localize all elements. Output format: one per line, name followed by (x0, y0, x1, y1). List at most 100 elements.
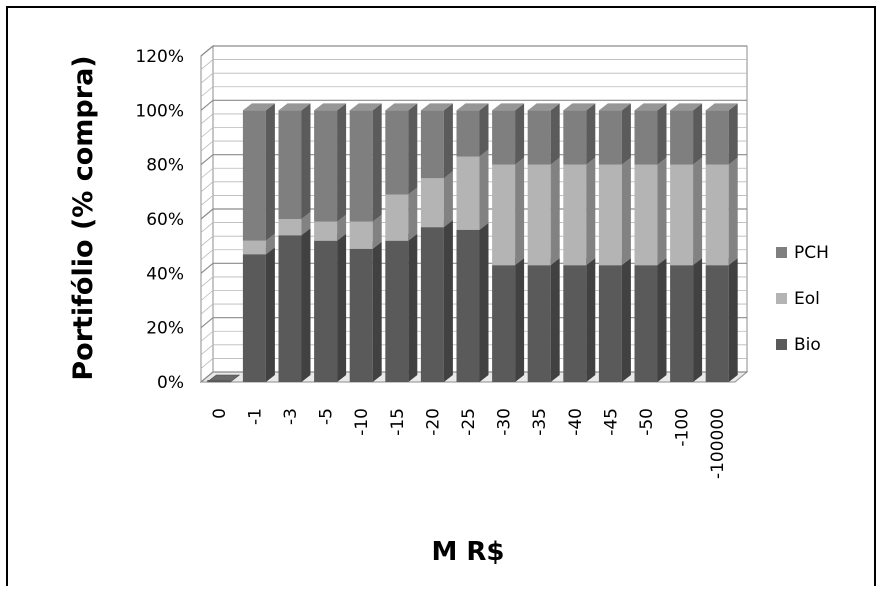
bar-front-face (527, 110, 551, 165)
bar-front-face (420, 110, 444, 179)
bar-front-face (598, 164, 622, 266)
bar-top-face (314, 103, 347, 111)
bar-front-face (563, 265, 587, 382)
bar-segment-pch (598, 103, 631, 165)
bar-side-face (586, 258, 596, 382)
legend-swatch (776, 293, 787, 304)
bar-side-face (657, 103, 667, 165)
bar-segment-eol (598, 157, 631, 266)
bar-segment-eol (385, 187, 418, 241)
bar-segment-eol (349, 214, 382, 249)
y-tick-label: 60% (146, 210, 184, 230)
bar-side-face (693, 103, 703, 165)
legend-item-bio: Bio (776, 335, 821, 355)
legend-label: PCH (794, 243, 829, 263)
legend-label: Bio (794, 335, 821, 355)
gridline (200, 86, 747, 98)
bar-segment-pch (705, 103, 738, 165)
bar-front-face (349, 221, 373, 249)
x-tick-label: -5 (317, 408, 337, 425)
bar-segment-bio (456, 222, 489, 382)
bar-side-face (728, 157, 738, 266)
bar-front-face (242, 110, 266, 241)
bar-side-face (372, 241, 382, 382)
bar-segment-pch (563, 103, 596, 165)
y-tick-label: 120% (135, 47, 184, 67)
bar-side-face (443, 103, 453, 179)
bar-side-face (372, 103, 382, 222)
bar-front-face (634, 164, 658, 266)
bar-front-face (705, 265, 729, 382)
bar-segment-eol (705, 157, 738, 266)
bar-top-face (349, 103, 382, 111)
x-tick-label: -30 (495, 408, 515, 436)
bar-segment-pch (420, 103, 453, 179)
bar-front-face (563, 164, 587, 266)
bar-segment-pch (314, 103, 347, 222)
bar-side-face (621, 157, 631, 266)
bar-side-face (693, 258, 703, 382)
x-tick-label: 0 (210, 408, 230, 419)
bar-side-face (265, 233, 275, 255)
legend-swatch (776, 247, 787, 258)
bar-top-face (634, 103, 667, 111)
bar-segment-eol (527, 157, 560, 266)
bar-side-face (728, 103, 738, 165)
legend-label: Eol (794, 289, 820, 309)
y-tick-labels: 0% 20% 40% 60% 80% 100% 120% (135, 47, 184, 393)
bar-segment-eol (563, 157, 596, 266)
bar-side-face (550, 157, 560, 266)
bar-segment-bio (349, 241, 382, 382)
bar-segment-bio (385, 233, 418, 382)
bar-side-face (265, 247, 275, 382)
bar-side-face (408, 233, 418, 382)
legend-item-pch: PCH (776, 243, 829, 263)
x-tick-label: -25 (459, 408, 479, 436)
bar-segment-eol (492, 157, 525, 266)
gridline (200, 99, 747, 111)
bar-front-face (314, 221, 338, 241)
x-tick-label: -50 (637, 408, 657, 436)
bar-front-face (670, 110, 694, 165)
bars-layer (206, 103, 738, 383)
y-tick-label: 80% (146, 156, 184, 176)
bar-front-face (492, 164, 516, 266)
bar-segment-pch (242, 103, 275, 241)
bar-segment-eol (634, 157, 667, 266)
x-tick-label: -15 (388, 408, 408, 436)
bar-front-face (527, 164, 551, 266)
x-tick-label: -45 (601, 408, 621, 436)
bar-segment-pch (670, 103, 703, 165)
bar-front-face (420, 227, 444, 382)
bar-front-face (385, 194, 409, 241)
bar-side-face (586, 157, 596, 266)
x-tick-label: -10 (352, 408, 372, 436)
bar-top-face (670, 103, 703, 111)
bar-side-face (657, 258, 667, 382)
bar-side-face (408, 187, 418, 241)
bar-segment-pch (278, 103, 311, 219)
x-tick-label: -100000 (708, 408, 728, 479)
bar-top-face (456, 103, 489, 111)
bar-segment-bio (314, 233, 347, 382)
bar-front-face (207, 380, 231, 382)
bar-side-face (265, 103, 275, 241)
bar-front-face (634, 110, 658, 165)
bar-side-face (479, 222, 489, 382)
y-tick-label: 20% (146, 319, 184, 339)
y-tick-label: 0% (157, 373, 184, 393)
bar-side-face (515, 103, 525, 165)
bar-segment-eol (670, 157, 703, 266)
x-axis-title: M R$ (431, 537, 504, 567)
bar-front-face (670, 164, 694, 266)
bar-side-face (301, 103, 311, 219)
bar-front-face (456, 110, 480, 157)
bar-segment-bio (705, 258, 738, 382)
bar-segment-bio (670, 258, 703, 382)
bar-side-face (621, 258, 631, 382)
bar-side-face (693, 157, 703, 266)
gridline (200, 72, 747, 84)
bar-front-face (314, 110, 338, 222)
bar-segment-pch (385, 103, 418, 195)
